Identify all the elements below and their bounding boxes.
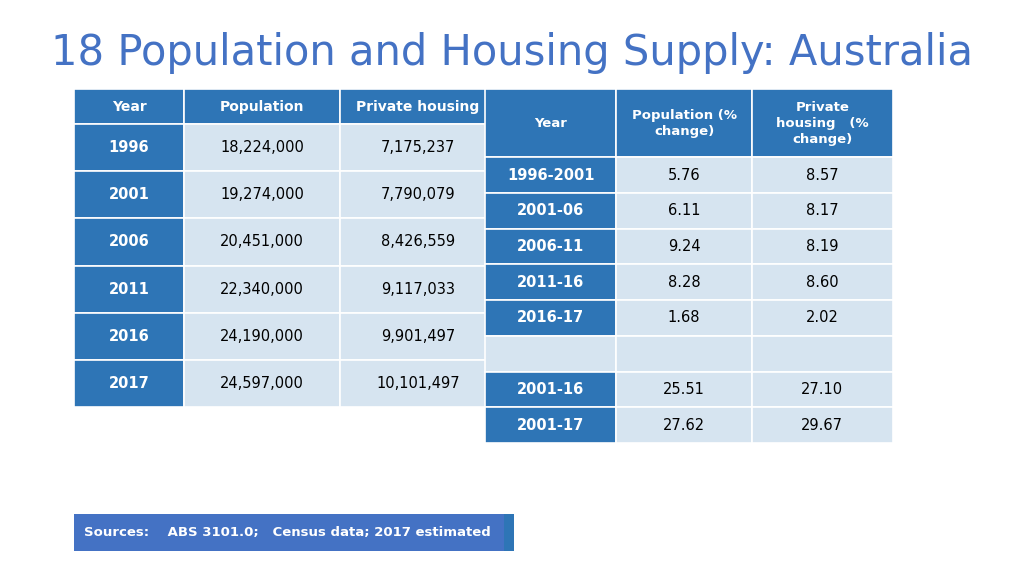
Text: 2017: 2017 bbox=[109, 376, 150, 391]
Bar bbox=[485, 300, 616, 336]
Bar bbox=[616, 264, 752, 300]
Text: 2016-17: 2016-17 bbox=[517, 310, 585, 325]
Bar bbox=[752, 229, 893, 264]
Bar bbox=[485, 89, 616, 157]
Bar bbox=[340, 171, 496, 218]
Text: 8.19: 8.19 bbox=[806, 239, 839, 254]
Text: 9,117,033: 9,117,033 bbox=[381, 282, 455, 297]
Bar bbox=[485, 193, 616, 229]
Text: 2011: 2011 bbox=[109, 282, 150, 297]
Bar bbox=[184, 171, 340, 218]
Text: 2016: 2016 bbox=[109, 329, 150, 344]
Bar bbox=[616, 229, 752, 264]
Bar bbox=[74, 360, 184, 407]
Text: 24,597,000: 24,597,000 bbox=[220, 376, 304, 391]
Bar bbox=[616, 89, 752, 157]
Text: 1996: 1996 bbox=[109, 140, 150, 155]
Text: 8.57: 8.57 bbox=[806, 168, 839, 183]
Bar bbox=[74, 266, 184, 313]
Bar bbox=[752, 407, 893, 443]
Text: 9.24: 9.24 bbox=[668, 239, 700, 254]
Text: 18 Population and Housing Supply: Australia: 18 Population and Housing Supply: Austra… bbox=[51, 32, 973, 74]
Bar bbox=[340, 124, 496, 171]
Bar bbox=[616, 372, 752, 407]
Bar bbox=[74, 124, 184, 171]
Text: 27.62: 27.62 bbox=[663, 418, 706, 433]
Bar bbox=[616, 157, 752, 193]
Bar bbox=[485, 229, 616, 264]
Text: 18,224,000: 18,224,000 bbox=[220, 140, 304, 155]
Text: Sources:    ABS 3101.0;   Census data; 2017 estimated: Sources: ABS 3101.0; Census data; 2017 e… bbox=[84, 526, 490, 539]
Bar bbox=[74, 514, 504, 551]
Text: 20,451,000: 20,451,000 bbox=[220, 234, 304, 249]
Bar bbox=[340, 218, 496, 266]
Bar bbox=[485, 157, 616, 193]
Text: Private housing: Private housing bbox=[356, 100, 479, 113]
Bar bbox=[752, 300, 893, 336]
Text: 8.60: 8.60 bbox=[806, 275, 839, 290]
Text: 10,101,497: 10,101,497 bbox=[376, 376, 460, 391]
Text: Private
housing   (%
change): Private housing (% change) bbox=[776, 101, 868, 146]
Bar bbox=[485, 264, 616, 300]
Bar bbox=[74, 171, 184, 218]
Text: 2001: 2001 bbox=[109, 187, 150, 202]
Text: 2.02: 2.02 bbox=[806, 310, 839, 325]
Bar bbox=[616, 193, 752, 229]
Text: Year: Year bbox=[112, 100, 146, 113]
Text: 6.11: 6.11 bbox=[668, 203, 700, 218]
Bar bbox=[184, 313, 340, 360]
Text: 24,190,000: 24,190,000 bbox=[220, 329, 304, 344]
Text: 5.76: 5.76 bbox=[668, 168, 700, 183]
Text: Population (%
change): Population (% change) bbox=[632, 109, 736, 138]
Bar bbox=[616, 336, 752, 372]
Text: 19,274,000: 19,274,000 bbox=[220, 187, 304, 202]
Bar bbox=[752, 157, 893, 193]
Text: Population: Population bbox=[220, 100, 304, 113]
Bar bbox=[340, 266, 496, 313]
Bar bbox=[74, 313, 184, 360]
Text: Year: Year bbox=[535, 117, 567, 130]
Text: 7,790,079: 7,790,079 bbox=[381, 187, 455, 202]
Bar bbox=[340, 89, 496, 124]
Bar bbox=[340, 360, 496, 407]
Bar bbox=[616, 407, 752, 443]
Text: 29.67: 29.67 bbox=[801, 418, 844, 433]
Bar bbox=[184, 360, 340, 407]
Bar bbox=[184, 266, 340, 313]
Text: 1996-2001: 1996-2001 bbox=[507, 168, 595, 183]
Text: 8.28: 8.28 bbox=[668, 275, 700, 290]
Bar bbox=[752, 372, 893, 407]
Bar bbox=[752, 264, 893, 300]
Bar bbox=[184, 218, 340, 266]
Text: 27.10: 27.10 bbox=[801, 382, 844, 397]
Text: 2006-11: 2006-11 bbox=[517, 239, 585, 254]
Text: 8,426,559: 8,426,559 bbox=[381, 234, 455, 249]
Text: 25.51: 25.51 bbox=[664, 382, 705, 397]
Text: 2001-17: 2001-17 bbox=[517, 418, 585, 433]
Text: 7,175,237: 7,175,237 bbox=[381, 140, 455, 155]
Bar bbox=[752, 336, 893, 372]
Bar bbox=[184, 124, 340, 171]
Text: 22,340,000: 22,340,000 bbox=[220, 282, 304, 297]
Bar bbox=[504, 514, 514, 551]
Bar bbox=[485, 336, 616, 372]
Bar bbox=[74, 218, 184, 266]
Text: 2006: 2006 bbox=[109, 234, 150, 249]
Bar bbox=[74, 89, 184, 124]
Text: 2011-16: 2011-16 bbox=[517, 275, 585, 290]
Bar bbox=[485, 407, 616, 443]
Text: 1.68: 1.68 bbox=[668, 310, 700, 325]
Text: 2001-16: 2001-16 bbox=[517, 382, 585, 397]
Bar bbox=[485, 372, 616, 407]
Bar bbox=[752, 89, 893, 157]
Bar bbox=[340, 313, 496, 360]
Bar bbox=[184, 89, 340, 124]
Text: 2001-06: 2001-06 bbox=[517, 203, 585, 218]
Text: 9,901,497: 9,901,497 bbox=[381, 329, 455, 344]
Bar bbox=[616, 300, 752, 336]
Text: 8.17: 8.17 bbox=[806, 203, 839, 218]
Bar bbox=[752, 193, 893, 229]
